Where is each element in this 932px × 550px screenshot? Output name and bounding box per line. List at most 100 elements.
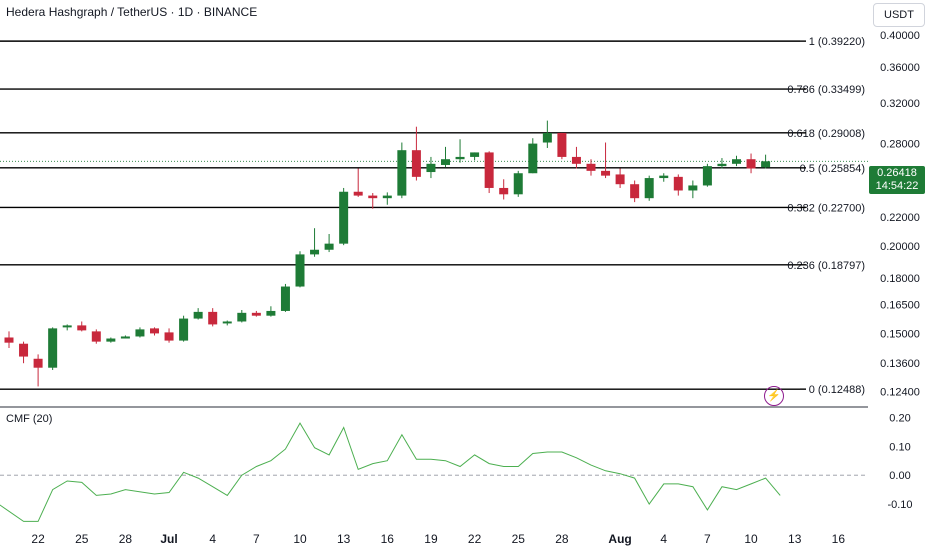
- candle-body: [455, 156, 465, 160]
- candle-body: [164, 332, 174, 341]
- candle-body: [237, 312, 247, 322]
- candle-countdown: 14:54:22: [875, 180, 919, 192]
- time-axis-label: 16: [381, 532, 395, 546]
- price-axis-label: 0.12400: [880, 386, 920, 398]
- candle-body: [470, 152, 480, 157]
- candle-body: [339, 191, 349, 244]
- price-axis-label: 0.15000: [880, 328, 920, 340]
- fib-label: 1 (0.39220): [809, 36, 865, 48]
- time-axis-label: 10: [293, 532, 307, 546]
- candle-body: [717, 163, 727, 167]
- cmf-series: [0, 422, 868, 522]
- candle-body: [77, 325, 87, 331]
- price-axis-label: 0.22000: [880, 212, 920, 224]
- candle-body: [324, 243, 334, 250]
- candle-body: [630, 184, 640, 199]
- time-axis-label: 28: [119, 532, 133, 546]
- candle-body: [601, 170, 611, 176]
- time-axis-label: Aug: [608, 532, 631, 546]
- candle-body: [120, 336, 130, 339]
- candle-body: [426, 163, 436, 173]
- time-axis-label: 25: [75, 532, 89, 546]
- currency-selector[interactable]: USDT: [873, 3, 925, 27]
- candle-body: [135, 329, 145, 337]
- candle-body: [208, 311, 218, 325]
- current-price-value: 0.26418: [877, 167, 917, 179]
- candle-body: [280, 286, 290, 311]
- candle-body: [310, 249, 320, 255]
- candle-body: [48, 328, 58, 368]
- price-axis-label: 0.28000: [880, 139, 920, 151]
- candle-body: [746, 159, 756, 169]
- cmf-indicator-label[interactable]: CMF (20): [6, 413, 53, 425]
- time-axis-label: 22: [468, 532, 482, 546]
- candle-body: [688, 185, 698, 191]
- candle-body: [673, 176, 683, 191]
- candle-body: [222, 321, 232, 324]
- candle-body: [19, 343, 29, 357]
- time-axis-label: Jul: [160, 532, 177, 546]
- candle-body: [4, 337, 14, 343]
- candle-body: [33, 358, 43, 368]
- axes: 0.400000.360000.320000.280000.250000.220…: [31, 30, 919, 546]
- candle-body: [513, 173, 523, 195]
- fib-label: 0.382 (0.22700): [787, 202, 865, 214]
- time-axis-label: 28: [555, 532, 569, 546]
- price-axis-label: 0.36000: [880, 62, 920, 74]
- chart-title: Hedera Hashgraph / TetherUS · 1D · BINAN…: [6, 5, 258, 19]
- candle-body: [659, 175, 669, 179]
- time-axis-label: 4: [209, 532, 216, 546]
- candle-body: [571, 156, 581, 164]
- cmf-axis-label: 0.20: [889, 412, 910, 424]
- time-axis-label: 13: [788, 532, 802, 546]
- candle-body: [397, 150, 407, 196]
- candle-body: [615, 174, 625, 185]
- candle-body: [499, 187, 509, 195]
- time-axis-label: 22: [31, 532, 45, 546]
- time-axis-label: 25: [512, 532, 526, 546]
- price-axis-label: 0.32000: [880, 98, 920, 110]
- time-axis-label: 16: [832, 532, 846, 546]
- candle-body: [382, 195, 392, 199]
- time-axis-label: 4: [660, 532, 667, 546]
- candle-body: [62, 325, 72, 328]
- candle-body: [542, 132, 552, 143]
- candle-body: [353, 191, 363, 196]
- candle-body: [179, 318, 189, 341]
- price-axis-label: 0.16500: [880, 299, 920, 311]
- time-axis-label: 7: [253, 532, 260, 546]
- candle-body: [732, 159, 741, 164]
- fib-label: 0.236 (0.18797): [787, 260, 865, 272]
- cmf-line: [0, 422, 781, 522]
- time-axis-label: 10: [744, 532, 758, 546]
- candle-body: [251, 312, 261, 316]
- fib-label: 0.618 (0.29008): [787, 128, 865, 140]
- fib-label: 0.5 (0.25854): [800, 163, 865, 175]
- time-axis-label: 13: [337, 532, 351, 546]
- candle-body: [368, 195, 378, 199]
- candlestick-series: [4, 120, 771, 387]
- candle-body: [484, 152, 494, 188]
- candle-body: [586, 163, 596, 171]
- candle-body: [266, 310, 276, 316]
- price-axis-label: 0.18000: [880, 273, 920, 285]
- cmf-axis-label: -0.10: [887, 499, 912, 511]
- fib-label: 0.786 (0.33499): [787, 84, 865, 96]
- candle-body: [106, 338, 116, 342]
- lightning-icon[interactable]: ⚡: [764, 386, 784, 406]
- candle-body: [702, 166, 712, 186]
- fib-label: 0 (0.12488): [809, 384, 865, 396]
- candle-body: [295, 254, 305, 287]
- candle-body: [150, 328, 159, 334]
- current-price-tag: 0.26418 14:54:22: [869, 166, 925, 194]
- price-axis-label: 0.20000: [880, 241, 920, 253]
- candle-body: [411, 150, 421, 177]
- cmf-axis-label: 0.00: [889, 470, 910, 482]
- candle-body: [557, 132, 567, 157]
- candle-body: [193, 311, 203, 319]
- candle-body: [441, 159, 450, 165]
- candle-body: [528, 143, 538, 174]
- cmf-axis-label: 0.10: [889, 441, 910, 453]
